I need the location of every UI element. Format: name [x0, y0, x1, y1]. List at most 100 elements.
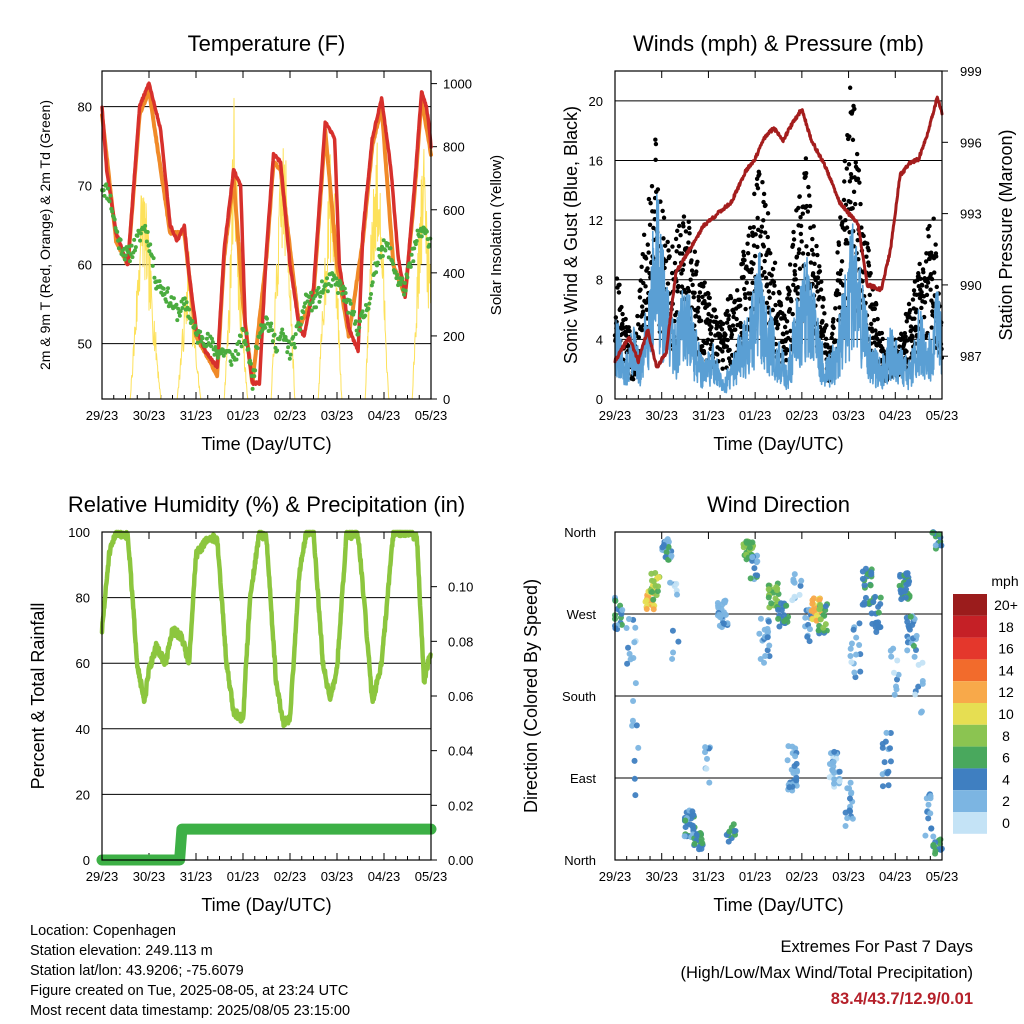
- gust-point: [842, 158, 848, 164]
- dewpoint-point: [147, 249, 152, 254]
- direction-point: [721, 599, 728, 606]
- dewpoint-point: [234, 357, 239, 362]
- legend-swatch: [953, 724, 987, 747]
- extremes-values: 83.4/43.7/12.9/0.01: [830, 990, 973, 1008]
- direction-point: [862, 594, 869, 601]
- gust-point: [665, 281, 671, 286]
- direction-point: [814, 612, 821, 619]
- dewpoint-point: [198, 329, 203, 334]
- direction-point: [698, 836, 705, 843]
- direction-point: [848, 640, 855, 647]
- dewpoint-point: [391, 261, 396, 266]
- direction-point: [925, 815, 932, 822]
- dewpoint-point: [286, 339, 291, 344]
- direction-point: [689, 808, 696, 815]
- direction-point: [847, 652, 854, 659]
- gust-point: [680, 251, 685, 256]
- direction-point: [778, 600, 785, 607]
- direction-point: [890, 645, 897, 652]
- gust-point: [790, 242, 796, 248]
- dewpoint-point: [325, 276, 330, 281]
- dewpoint-point: [321, 287, 326, 292]
- y-right-tick-label: 0.06: [448, 689, 473, 704]
- gust-point: [808, 260, 814, 265]
- gust-point: [929, 325, 934, 330]
- direction-point: [632, 792, 639, 799]
- x-tick-label: 30/23: [645, 869, 678, 884]
- direction-point: [935, 531, 942, 538]
- gust-point: [614, 276, 620, 281]
- chart-title: Relative Humidity (%) & Precipitation (i…: [68, 492, 465, 517]
- gust-point: [749, 267, 754, 272]
- gust-point: [909, 338, 914, 343]
- extremes-title: Extremes For Past 7 Days: [780, 938, 973, 956]
- dewpoint-point: [369, 292, 374, 297]
- gust-point: [686, 240, 691, 245]
- gust-point: [742, 292, 748, 297]
- gust-point: [867, 292, 872, 298]
- y-axis-right-label: Station Pressure (Maroon): [996, 129, 1016, 340]
- wind-direction-panel: Wind Direction Time (Day/UTC) Direction (C…: [521, 492, 958, 915]
- gust-point: [709, 324, 714, 330]
- dewpoint-point: [122, 257, 127, 262]
- gust-point: [913, 328, 918, 333]
- direction-point: [791, 571, 798, 578]
- direction-point: [722, 611, 729, 618]
- y-right-tick-label: 987: [960, 349, 982, 364]
- gust-point: [919, 290, 924, 295]
- dewpoint-point: [348, 301, 353, 306]
- gust-point: [743, 295, 748, 301]
- gust-point: [796, 247, 802, 252]
- direction-point: [642, 598, 649, 605]
- gust-point: [785, 348, 790, 353]
- direction-point: [919, 680, 926, 687]
- direction-point: [875, 609, 882, 616]
- direction-point: [682, 817, 689, 824]
- gust-point: [818, 287, 824, 292]
- location-text: Location: Copenhagen: [30, 923, 176, 939]
- y-axis-label: Percent & Total Rainfall: [28, 603, 48, 790]
- gust-point: [760, 180, 765, 185]
- dewpoint-point: [354, 328, 359, 333]
- gust-point: [781, 332, 786, 337]
- gust-point: [868, 321, 874, 327]
- dewpoint-point: [229, 362, 234, 367]
- dewpoint-point: [116, 246, 121, 251]
- gust-point: [787, 306, 793, 312]
- gust-point: [673, 236, 679, 242]
- gust-point: [847, 229, 852, 235]
- gust-point: [747, 225, 753, 231]
- direction-point: [749, 539, 756, 546]
- dewpoint-point: [363, 313, 368, 318]
- direction-point: [775, 615, 782, 622]
- y-right-tick-label: 1000: [443, 77, 472, 92]
- direction-point: [915, 683, 922, 690]
- gust-point: [643, 284, 648, 289]
- gust-point: [738, 303, 743, 308]
- x-tick-label: 03/23: [321, 408, 354, 423]
- gust-point: [924, 292, 930, 298]
- gust-point: [653, 137, 658, 142]
- dewpoint-point: [194, 332, 199, 337]
- gust-point: [696, 315, 702, 320]
- direction-point: [862, 565, 869, 572]
- dewpoint-point: [132, 248, 137, 253]
- y-axis-label: 2m & 9m T (Red, Orange) & 2m Td (Green): [37, 100, 53, 370]
- gust-point: [681, 224, 686, 229]
- dewpoint-point: [110, 209, 115, 214]
- gust-point: [858, 201, 863, 207]
- direction-point: [877, 594, 884, 601]
- direction-point: [691, 840, 698, 847]
- gust-point: [737, 297, 743, 303]
- direction-point: [847, 645, 854, 652]
- dewpoint-point: [108, 193, 113, 198]
- gust-point: [644, 307, 649, 312]
- gust-point: [620, 311, 625, 317]
- direction-point: [665, 544, 672, 551]
- created-text: Figure created on Tue, 2025-08-05, at 23…: [30, 983, 349, 999]
- direction-point: [631, 757, 638, 764]
- dewpoint-point: [301, 310, 306, 315]
- dewpoint-point: [409, 252, 414, 257]
- gust-point: [807, 203, 813, 209]
- direction-point: [844, 815, 851, 822]
